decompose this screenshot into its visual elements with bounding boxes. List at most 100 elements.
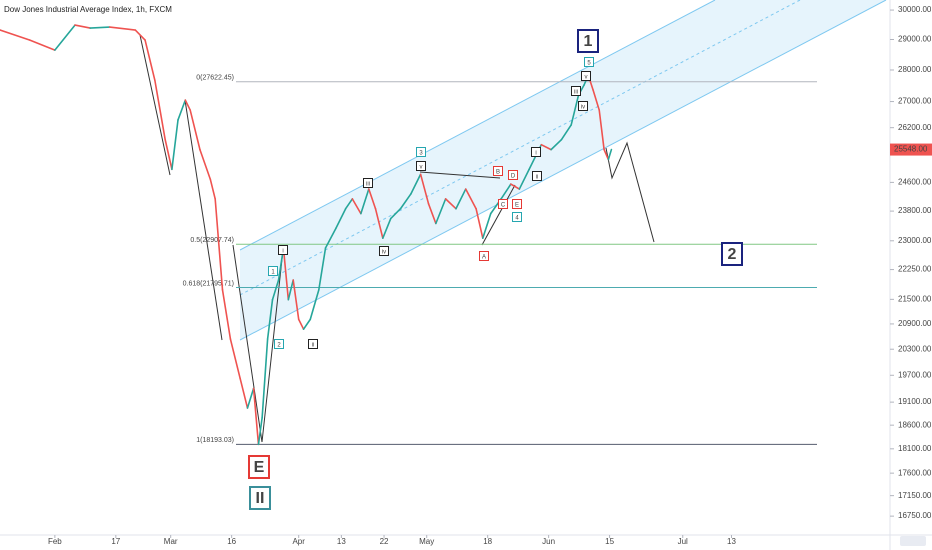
price-segment xyxy=(282,247,290,301)
price-segment xyxy=(410,173,422,195)
wave-label-box xyxy=(416,161,426,171)
price-segment xyxy=(199,148,212,181)
price-segment xyxy=(29,39,56,51)
wave-label: 3 xyxy=(419,151,423,157)
x-tick-label: 22 xyxy=(380,537,389,546)
price-segment xyxy=(351,198,362,215)
y-tick-label: 18100.00 xyxy=(898,444,932,453)
price-segment xyxy=(74,24,92,29)
price-segment xyxy=(164,138,173,171)
wave-label-box xyxy=(308,339,318,349)
price-segment xyxy=(360,188,370,215)
price-segment xyxy=(214,198,224,291)
channel-upper xyxy=(239,0,716,251)
price-segment xyxy=(252,387,260,446)
y-tick-label: 21500.00 xyxy=(898,294,932,303)
y-tick-label: 18600.00 xyxy=(898,420,932,429)
price-segment xyxy=(500,183,512,200)
price-segment xyxy=(184,99,191,111)
wave-line xyxy=(419,171,501,179)
wave-label: C xyxy=(501,203,506,209)
x-tick-label: May xyxy=(419,537,434,546)
x-tick-label: 16 xyxy=(227,537,236,546)
x-tick-label: 13 xyxy=(727,537,736,546)
wave-label-box xyxy=(479,251,489,261)
price-segment xyxy=(189,109,201,151)
price-segment xyxy=(239,377,249,409)
fib-label: 1(18193.03) xyxy=(196,437,234,444)
price-segment xyxy=(229,338,241,380)
wave-label-box xyxy=(578,101,588,111)
wave-label-box xyxy=(248,455,270,479)
wave-label-box xyxy=(532,171,542,181)
wave-label: 2 xyxy=(277,343,281,349)
y-tick-label: 20900.00 xyxy=(898,319,932,328)
wave-label: i xyxy=(282,249,283,255)
wave-label-box xyxy=(584,57,594,67)
wave-label: D xyxy=(511,174,516,180)
price-segment xyxy=(134,29,146,41)
price-segment xyxy=(271,279,280,301)
price-segment xyxy=(261,338,269,419)
wave-label: v xyxy=(585,75,588,81)
x-tick-label: Mar xyxy=(164,537,178,546)
wave-label: i xyxy=(535,151,536,157)
price-segment xyxy=(540,143,552,151)
y-tick-label: 23800.00 xyxy=(898,206,932,215)
y-tick-label: 24600.00 xyxy=(898,178,932,187)
price-segment xyxy=(89,26,111,29)
price-segment xyxy=(108,26,137,31)
channel-lower xyxy=(239,0,887,341)
wave-line xyxy=(261,249,284,443)
price-segment xyxy=(481,212,492,240)
wave-lines xyxy=(139,34,655,443)
y-tick-label: 19100.00 xyxy=(898,397,932,406)
price-segment xyxy=(177,99,187,121)
y-tick-label: 16750.00 xyxy=(898,511,932,520)
wave-label-box xyxy=(581,71,591,81)
price-segment xyxy=(427,202,437,225)
price-segment xyxy=(335,207,347,230)
wave-line xyxy=(232,244,263,443)
wave-label: iv xyxy=(581,105,585,111)
x-tick-label: 15 xyxy=(605,537,614,546)
price-segment xyxy=(318,247,327,291)
price-segment xyxy=(324,227,337,249)
wave-label: 4 xyxy=(515,216,519,222)
price-segment xyxy=(171,119,179,171)
price-series xyxy=(0,24,613,446)
wave-label: A xyxy=(482,255,486,261)
price-segment xyxy=(550,138,563,151)
projection-path xyxy=(605,141,655,243)
wave-label-box xyxy=(498,199,508,209)
y-tick-label: 28000.00 xyxy=(898,65,932,74)
fib-label: 0.5(22907.74) xyxy=(190,237,234,244)
wave-label-box xyxy=(571,86,581,96)
wave-label: E xyxy=(254,459,265,476)
x-tick-label: 13 xyxy=(337,537,346,546)
wave-label: B xyxy=(496,170,500,176)
price-segment xyxy=(560,124,572,141)
y-tick-label: 27000.00 xyxy=(898,97,932,106)
price-segment xyxy=(435,198,447,225)
logo xyxy=(900,536,926,546)
price-segment xyxy=(154,79,166,141)
price-segment xyxy=(221,289,232,340)
price-segment xyxy=(399,193,412,210)
y-tick-label: 26200.00 xyxy=(898,123,932,132)
y-tick-label: 17600.00 xyxy=(898,468,932,477)
wave-label-box xyxy=(721,242,743,266)
fib-label: 0.618(21795.71) xyxy=(183,280,234,287)
y-tick-label: 20300.00 xyxy=(898,344,932,353)
wave-line xyxy=(184,99,223,341)
y-tick-label: 30000.00 xyxy=(898,5,932,14)
y-tick-label: 19700.00 xyxy=(898,370,932,379)
wave-label-box xyxy=(531,147,541,157)
x-tick-label: 18 xyxy=(483,537,492,546)
wave-label-box xyxy=(274,339,284,349)
price-segment xyxy=(464,188,477,210)
price-segment xyxy=(607,148,613,161)
wave-label-box xyxy=(416,147,426,157)
price-segment xyxy=(209,178,216,200)
